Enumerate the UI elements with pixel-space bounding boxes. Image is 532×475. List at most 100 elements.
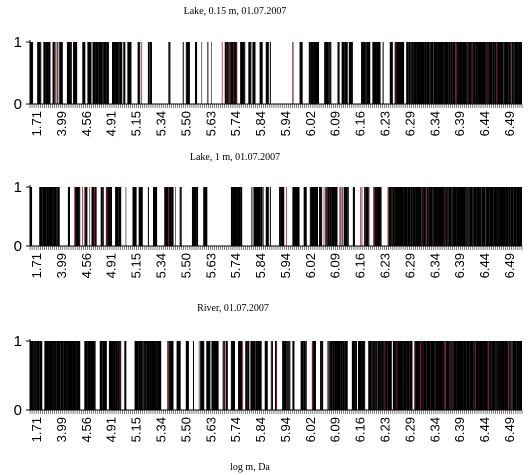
bar [84, 341, 88, 410]
x-tick-label: 5.84 [253, 417, 268, 442]
x-tick-label: 5.94 [278, 417, 293, 442]
bar [185, 341, 189, 410]
bar [230, 341, 232, 410]
bar [115, 341, 118, 410]
x-tick-label: 4.91 [104, 253, 119, 278]
bar [244, 42, 246, 104]
bar [45, 42, 49, 104]
bar [115, 187, 119, 246]
bar [30, 187, 33, 246]
bar [98, 42, 103, 104]
bar [185, 42, 187, 104]
bar [292, 187, 296, 246]
bar [329, 187, 332, 246]
bar [151, 341, 156, 410]
bar [467, 187, 469, 246]
bar [192, 341, 194, 410]
bar [214, 341, 219, 410]
x-tick-label: 6.02 [303, 253, 318, 278]
bar [245, 341, 248, 410]
bar [320, 341, 322, 410]
bar [437, 42, 440, 104]
bar [48, 187, 53, 246]
bar [226, 42, 231, 104]
bar [456, 187, 460, 246]
bar [211, 341, 214, 410]
bar [392, 341, 396, 410]
bar [354, 341, 356, 410]
bar [519, 187, 522, 246]
bar [176, 341, 181, 410]
bar [169, 341, 174, 410]
bar [396, 42, 401, 104]
bar [400, 341, 403, 410]
bar [46, 187, 49, 246]
bar [442, 341, 446, 410]
bar [250, 42, 252, 104]
bar [428, 187, 433, 246]
bar [95, 42, 99, 104]
bar [182, 42, 184, 104]
y-tick-label: 1 [14, 179, 22, 196]
bar [413, 42, 417, 104]
bar [127, 42, 132, 104]
bar [466, 341, 470, 410]
bar [247, 341, 250, 410]
panel-2: Lake, 1 m, 01.07.2007 0 1 1.71 3.99 4.56 4.91… [14, 152, 523, 278]
x-tick-label: 5.74 [228, 417, 243, 442]
bar [455, 42, 459, 104]
bar [342, 341, 345, 410]
bar [366, 42, 371, 104]
bar [402, 341, 404, 410]
bar [508, 187, 511, 246]
panel-3-title: River, 01.07.2007 [197, 303, 269, 314]
bar [487, 341, 492, 410]
bar [394, 42, 396, 104]
bar [334, 341, 337, 410]
y-tick-label: 0 [14, 238, 22, 255]
bar [93, 187, 97, 246]
x-tick-label: 4.56 [79, 253, 94, 278]
bar [421, 341, 423, 410]
x-tick-label: 4.56 [79, 111, 94, 136]
bar [469, 187, 473, 246]
bar [230, 42, 234, 104]
bar [180, 187, 182, 246]
x-tick-label: 5.74 [228, 253, 243, 278]
bar [155, 341, 158, 410]
bar [513, 187, 517, 246]
bar [103, 42, 107, 104]
panel-2-title: Lake, 1 m, 01.07.2007 [190, 152, 280, 163]
bar [497, 187, 500, 246]
bar [314, 187, 317, 246]
bar [75, 187, 80, 246]
bar [310, 42, 314, 104]
bar [240, 187, 243, 246]
bar [39, 341, 43, 410]
bar [120, 341, 122, 410]
bar [518, 42, 521, 104]
x-tick-label: 6.16 [353, 253, 368, 278]
bar [493, 187, 498, 246]
x-tick-label: 6.49 [502, 111, 517, 136]
bar [311, 341, 316, 410]
bar [270, 341, 273, 410]
bar [361, 42, 366, 104]
bar [426, 42, 430, 104]
bar [475, 42, 478, 104]
bar [453, 341, 457, 410]
bar [504, 42, 509, 104]
x-tick-label: 5.94 [278, 253, 293, 278]
bar [415, 187, 420, 246]
x-tick-label: 6.29 [402, 111, 417, 136]
bar [489, 187, 494, 246]
bar [264, 341, 268, 410]
bar [500, 42, 505, 104]
bar [444, 42, 449, 104]
bar [478, 341, 480, 410]
bar [167, 341, 169, 410]
bar [452, 341, 454, 410]
bar [473, 187, 477, 246]
bar [389, 42, 393, 104]
